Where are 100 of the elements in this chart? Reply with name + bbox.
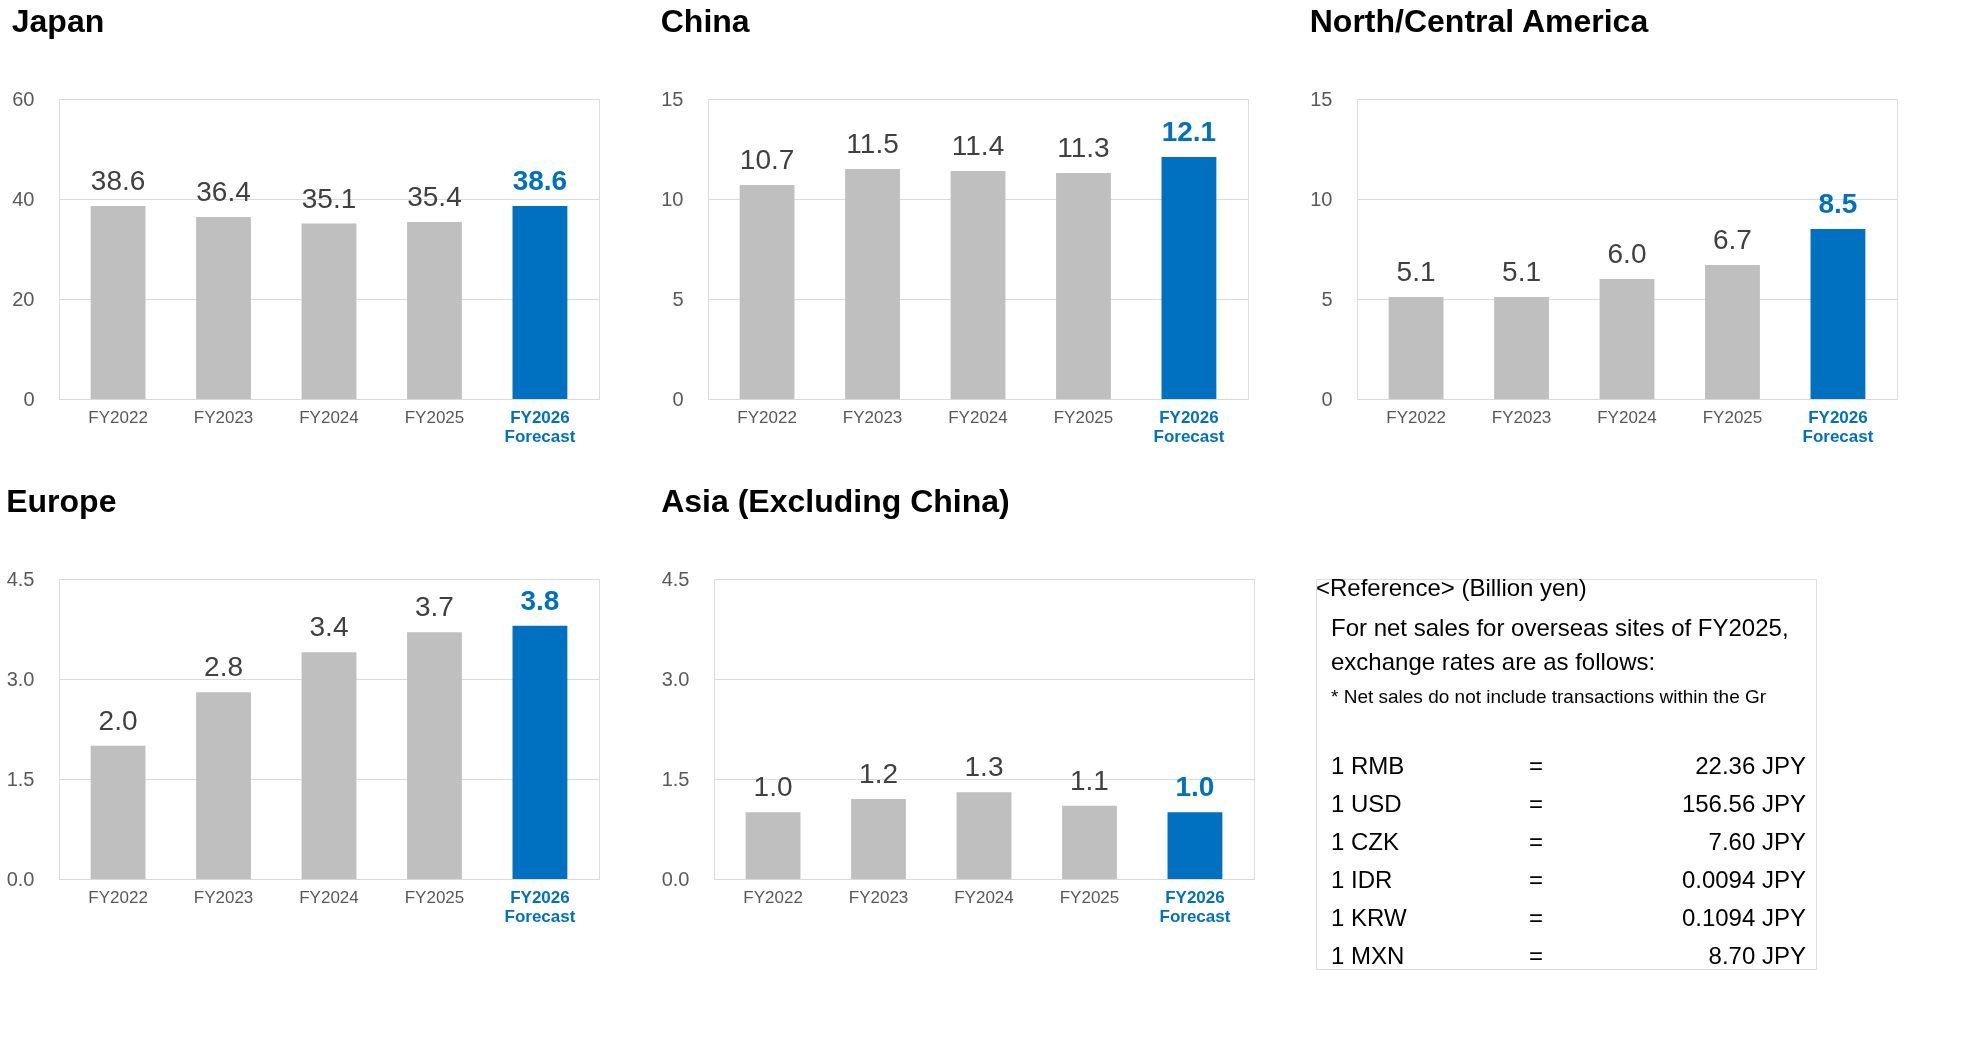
bar [950,171,1006,399]
bar [407,222,462,399]
text: For net sales for overseas sites of FY2025, [1331,614,1789,641]
x-tick-label: FY2026 Forecast [1802,407,1874,446]
bar [1705,265,1760,399]
data-label: 3.8 [520,584,560,616]
x-tick-label: FY2025 [1053,407,1114,427]
data-label: 5.1 [1396,256,1436,287]
bar [301,652,357,879]
bar [739,185,795,399]
text: 1 KRW = 0.1094 JPY [1331,904,1806,931]
data-label: 1.2 [859,758,898,789]
data-label: 1.3 [964,751,1004,783]
x-tick-label: FY2024 [1597,407,1657,427]
bar [90,206,146,399]
bar [512,206,568,399]
text: <Reference> (Billion yen) [1316,574,1587,601]
y-tick-label: 0 [672,387,684,410]
y-tick-label: 10 [661,187,684,210]
y-tick-label: 10 [1310,187,1333,210]
y-tick-label: 1.5 [6,767,35,790]
bar [90,745,146,879]
data-label: 3.4 [309,611,349,643]
data-label: 12.1 [1161,116,1217,147]
data-label: 6.0 [1607,238,1647,269]
bar [301,223,357,399]
bar [407,632,462,879]
data-label: 38.6 [90,165,146,196]
x-tick-label: FY2025 [1702,407,1763,427]
bar [745,812,801,879]
y-tick-label: 20 [12,287,35,310]
text: 1 IDR = 0.0094 JPY [1331,866,1806,893]
x-tick-label: FY2024 [954,887,1014,907]
bar [956,792,1012,879]
chart-title: Japan [11,3,105,39]
x-tick-label: FY2022 [88,407,148,427]
bar [1599,279,1655,399]
bar [1810,229,1866,399]
data-label: 1.0 [753,771,793,803]
x-tick-label: FY2023 [848,887,909,907]
data-label: 10.7 [739,144,795,175]
x-tick-label: FY2022 [1386,407,1446,427]
data-label: 11.4 [951,130,1005,161]
data-label: 35.1 [301,182,357,214]
data-label: 3.7 [415,591,454,623]
y-tick-label: 4.5 [6,567,35,590]
text: 1 USD = 156.56 JPY [1331,790,1806,817]
x-tick-label: FY2024 [299,407,359,427]
bar [1062,805,1117,879]
bar [1056,173,1111,399]
x-tick-label: FY2026 Forecast [1153,407,1225,446]
y-tick-label: 60 [12,87,35,110]
bar [196,692,251,879]
chart-title: Europe [6,483,117,519]
x-tick-label: FY2022 [743,887,803,907]
data-label: 38.6 [512,165,568,196]
y-tick-label: 3.0 [6,667,35,690]
chart-title: North/Central America [1309,3,1649,39]
data-label: 8.5 [1818,188,1858,219]
x-tick-label: FY2026 Forecast [504,887,576,926]
x-tick-label: FY2023 [842,407,903,427]
y-tick-label: 5 [1321,287,1333,310]
x-tick-label: FY2026 Forecast [504,407,576,446]
bar [196,217,251,399]
data-label: 1.0 [1175,771,1215,803]
x-tick-label: FY2022 [737,407,797,427]
x-tick-label: FY2025 [404,407,465,427]
x-tick-label: FY2023 [193,887,254,907]
x-tick-label: FY2025 [404,887,465,907]
chart-title: China [660,3,750,39]
y-tick-label: 0.0 [661,867,690,890]
y-tick-label: 0 [1321,387,1333,410]
data-label: 11.3 [1057,132,1110,163]
y-tick-label: 15 [1310,87,1333,110]
bar [851,799,906,879]
y-tick-label: 5 [672,287,684,310]
y-tick-label: 4.5 [661,567,690,590]
x-tick-label: FY2022 [88,887,148,907]
data-label: 11.5 [846,128,899,159]
x-tick-label: FY2026 Forecast [1159,887,1231,926]
y-tick-label: 0.0 [6,867,35,890]
data-label: 2.0 [98,704,138,736]
x-tick-label: FY2024 [948,407,1008,427]
text: 1 CZK = 7.60 JPY [1331,828,1806,855]
chart-title: Asia (Excluding China) [661,483,1010,519]
x-tick-label: FY2023 [1491,407,1552,427]
bar [512,625,568,879]
x-tick-label: FY2023 [193,407,254,427]
bar [845,169,900,399]
data-label: 1.1 [1070,764,1109,796]
text: * Net sales do not include transactions within the Gr [1331,686,1767,707]
bar [1167,812,1223,879]
data-label: 35.4 [407,181,462,212]
data-label: 2.8 [204,651,243,683]
y-tick-label: 1.5 [661,767,690,790]
y-tick-label: 15 [661,87,684,110]
data-label: 36.4 [196,176,251,207]
y-tick-label: 0 [23,387,35,410]
x-tick-label: FY2024 [299,887,359,907]
data-label: 6.7 [1713,224,1752,255]
